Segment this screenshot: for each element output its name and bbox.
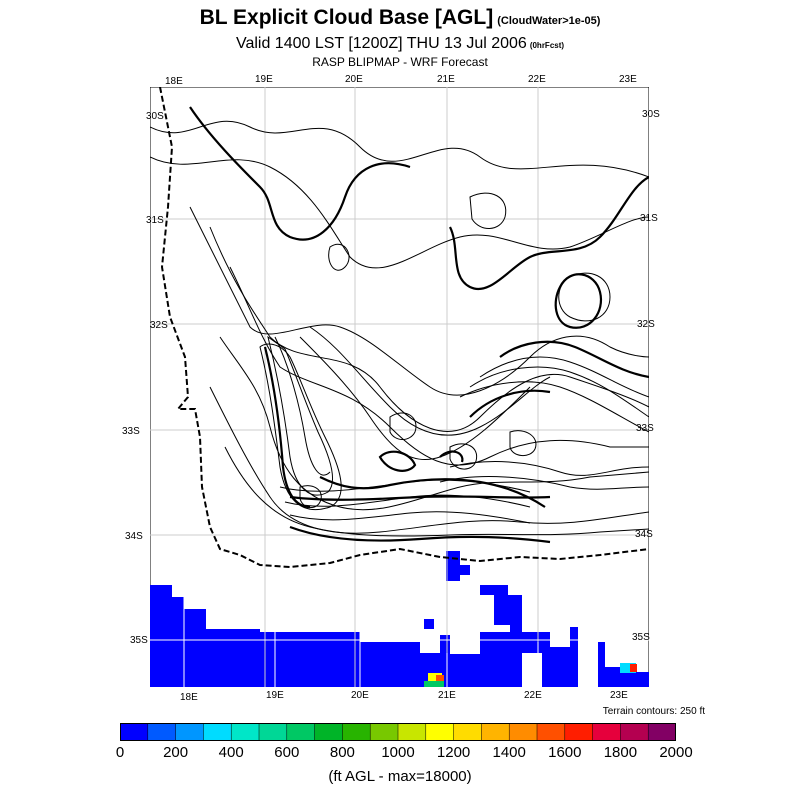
- left-lat-label: 31S: [146, 215, 164, 226]
- bottom-lon-label: 23E: [610, 690, 628, 701]
- colorbar-tick: 600: [274, 744, 300, 761]
- colorbar-cell: [620, 723, 649, 741]
- fill-warm-patches: [424, 663, 637, 687]
- left-lat-label: 30S: [146, 111, 164, 122]
- colorbar-tick: 800: [329, 744, 355, 761]
- map-title: BL Explicit Cloud Base [AGL] (CloudWater>…: [0, 6, 800, 30]
- colorbar-cell: [147, 723, 177, 741]
- fill-gaps: [420, 632, 620, 687]
- colorbar-cell: [564, 723, 594, 741]
- colorbar-cell: [647, 723, 676, 741]
- colorbar: [120, 723, 676, 741]
- top-lon-label: 20E: [345, 74, 363, 85]
- valid-time: Valid 1400 LST [1200Z] THU 13 Jul 2006 (0…: [0, 35, 800, 53]
- terrain-note: Terrain contours: 250 ft: [602, 706, 705, 717]
- colorbar-tick: 0: [115, 744, 125, 761]
- top-lon-label: 19E: [255, 74, 273, 85]
- left-lat-label: 34S: [125, 531, 143, 542]
- colorbar-tick: 1800: [603, 744, 638, 761]
- right-lat-label: 30S: [642, 109, 660, 120]
- colorbar-tick: 1400: [492, 744, 526, 761]
- colorbar-tick: 1000: [381, 744, 415, 761]
- valid-note: (0hrFcst): [529, 41, 565, 50]
- grid-lines-on-fill: [150, 585, 649, 687]
- left-lat-label: 35S: [130, 635, 148, 646]
- source-label: RASP BLIPMAP - WRF Forecast: [312, 55, 488, 69]
- terrain-contours-bold: [189, 106, 649, 544]
- bottom-lon-label: 18E: [180, 692, 198, 703]
- colorbar-cell: [508, 723, 538, 741]
- right-lat-label: 35S: [632, 632, 650, 643]
- top-lon-label: 23E: [619, 74, 637, 85]
- title-note: (CloudWater>1e-05): [497, 15, 601, 27]
- top-lon-label: 18E: [165, 76, 183, 87]
- units-label: (ft AGL - max=18000): [328, 768, 472, 785]
- colorbar-tick: 1600: [548, 744, 582, 761]
- colorbar-cell: [369, 723, 399, 741]
- colorbar-cell: [203, 723, 232, 741]
- bottom-lon-label: 19E: [266, 690, 284, 701]
- colorbar-cell: [342, 723, 371, 741]
- colorbar-cell: [314, 723, 344, 741]
- top-lon-label: 21E: [437, 74, 455, 85]
- colorbar-cell: [175, 723, 205, 741]
- colorbar-cell: [592, 723, 622, 741]
- colorbar-cell: [481, 723, 510, 741]
- colorbar-tick: 2000: [659, 744, 693, 761]
- colorbar-cell: [258, 723, 288, 741]
- left-lat-label: 32S: [150, 320, 168, 331]
- colorbar-cell: [230, 723, 260, 741]
- colorbar-cell: [536, 723, 566, 741]
- colorbar-cell: [120, 723, 149, 741]
- right-lat-label: 32S: [637, 319, 655, 330]
- title-main: BL Explicit Cloud Base [AGL]: [199, 6, 494, 29]
- right-lat-label: 34S: [635, 529, 653, 540]
- bottom-lon-label: 21E: [438, 690, 456, 701]
- valid-main: Valid 1400 LST [1200Z] THU 13 Jul 2006: [235, 35, 527, 52]
- colorbar-cell: [286, 723, 316, 741]
- colorbar-tick: 200: [163, 744, 189, 761]
- colorbar-cell: [397, 723, 427, 741]
- right-lat-label: 33S: [636, 423, 654, 434]
- colorbar-tick: 400: [218, 744, 244, 761]
- map-panel: [150, 87, 649, 687]
- colorbar-cell: [453, 723, 483, 741]
- top-lon-label: 22E: [528, 74, 546, 85]
- coastline: [159, 87, 649, 569]
- bottom-lon-label: 22E: [524, 690, 542, 701]
- colorbar-cell: [425, 723, 455, 741]
- colorbar-tick: 1200: [436, 744, 471, 761]
- bottom-lon-label: 20E: [351, 690, 369, 701]
- right-lat-label: 31S: [640, 213, 658, 224]
- left-lat-label: 33S: [122, 426, 140, 437]
